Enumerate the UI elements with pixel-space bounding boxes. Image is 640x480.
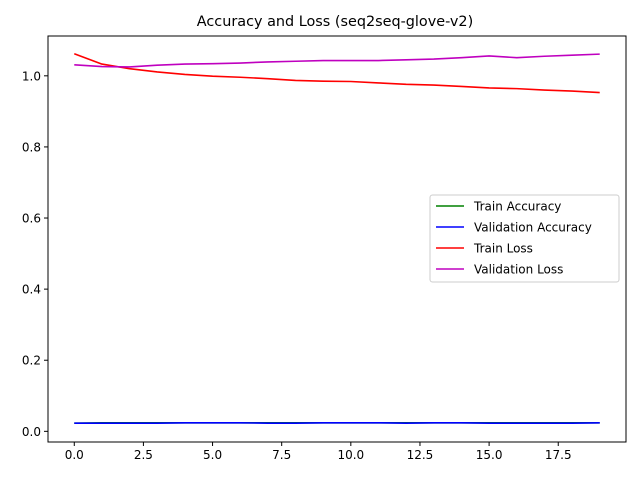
x-tick-label: 2.5: [134, 448, 153, 462]
x-tick-label: 5.0: [203, 448, 222, 462]
axes-layer: 0.0 2.5 5.0 7.5 10.0 12.5 15.0 17.5 0.0 0.2 0.4 0.6…: [22, 35, 627, 462]
chart-title: Accuracy and Loss (seq2seq-glove-v2): [197, 14, 473, 30]
plot-frame: [47, 35, 627, 443]
y-tick-label: 0.4: [22, 283, 41, 297]
legend-label-train-loss: Train Loss: [473, 242, 533, 256]
x-tick-label: 10.0: [337, 448, 364, 462]
y-tick-label: 1.0: [22, 69, 41, 83]
legend-label-validation-loss: Validation Loss: [474, 263, 563, 277]
x-tick-label: 17.5: [545, 448, 572, 462]
x-tick-label: 12.5: [407, 448, 434, 462]
y-tick-label: 0.0: [22, 425, 41, 439]
series-line-validation-loss: [74, 53, 600, 68]
legend-label-validation-accuracy: Validation Accuracy: [474, 221, 592, 235]
y-tick-label: 0.2: [22, 354, 41, 368]
series-layer: [73, 53, 600, 424]
y-tick-label: 0.8: [22, 140, 41, 154]
legend-label-train-accuracy: Train Accuracy: [473, 200, 561, 214]
x-tick-label: 15.0: [476, 448, 503, 462]
series-line-train-loss: [73, 53, 600, 94]
x-tick-label: 7.5: [272, 448, 291, 462]
x-tick-label: 0.0: [65, 448, 84, 462]
y-tick-label: 0.6: [22, 212, 41, 226]
legend: Train Accuracy Validation Accuracy Train L…: [429, 194, 620, 283]
legend-box: [429, 194, 620, 283]
